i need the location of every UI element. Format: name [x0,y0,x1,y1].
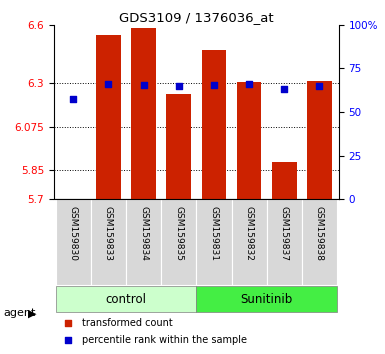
Bar [307,81,332,199]
Bar [56,286,196,313]
Text: GSM159835: GSM159835 [174,206,183,261]
Bar [196,199,231,285]
Point [70,96,76,101]
Text: GSM159831: GSM159831 [209,206,218,261]
Bar [302,199,337,285]
Text: ▶: ▶ [28,308,36,318]
Point [65,320,71,326]
Point [281,86,287,92]
Point [211,82,217,88]
Text: GSM159838: GSM159838 [315,206,324,261]
Text: Sunitinib: Sunitinib [241,293,293,306]
Bar [91,199,126,285]
Bar [237,82,261,199]
Bar [56,199,91,285]
Bar [231,199,267,285]
Point [246,81,252,87]
Text: GSM159837: GSM159837 [280,206,289,261]
Text: transformed count: transformed count [82,318,173,328]
Bar [131,28,156,199]
Text: GSM159834: GSM159834 [139,206,148,261]
Text: GSM159833: GSM159833 [104,206,113,261]
Bar [202,50,226,199]
Text: GSM159832: GSM159832 [244,206,254,261]
Point [176,83,182,89]
Text: agent: agent [4,308,36,318]
Point [141,82,147,88]
Point [105,81,112,87]
Bar [96,35,121,199]
Bar [196,286,337,313]
Bar [161,199,196,285]
Bar [267,199,302,285]
Point [316,83,323,89]
Text: control: control [105,293,147,306]
Bar [272,161,296,199]
Text: GSM159830: GSM159830 [69,206,78,261]
Bar [166,94,191,199]
Bar [126,199,161,285]
Text: percentile rank within the sample: percentile rank within the sample [82,335,248,345]
Point [65,337,71,342]
Title: GDS3109 / 1376036_at: GDS3109 / 1376036_at [119,11,274,24]
